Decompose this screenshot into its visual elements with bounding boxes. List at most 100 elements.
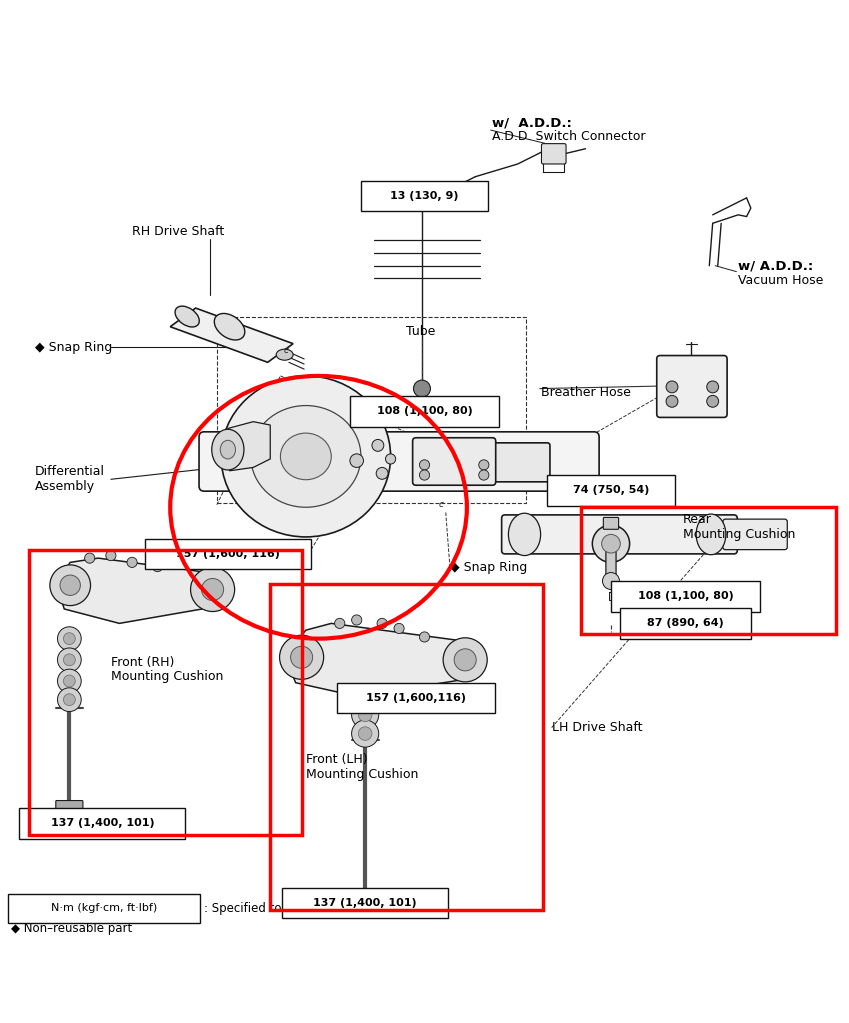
Text: Mounting Cushion: Mounting Cushion xyxy=(111,670,223,683)
FancyBboxPatch shape xyxy=(350,396,499,427)
Circle shape xyxy=(443,637,487,682)
FancyBboxPatch shape xyxy=(351,889,379,900)
Circle shape xyxy=(419,459,430,470)
Text: ◆ Non–reusable part: ◆ Non–reusable part xyxy=(11,922,132,935)
Text: Front (LH): Front (LH) xyxy=(306,753,368,766)
Text: Tube: Tube xyxy=(406,325,435,339)
Circle shape xyxy=(64,694,76,706)
Text: Front (RH): Front (RH) xyxy=(111,656,174,669)
Circle shape xyxy=(58,648,82,672)
Circle shape xyxy=(666,381,678,393)
Text: 87 (890, 64): 87 (890, 64) xyxy=(647,618,724,628)
Circle shape xyxy=(351,615,362,625)
Polygon shape xyxy=(56,559,229,623)
FancyBboxPatch shape xyxy=(486,443,550,482)
Bar xyxy=(29,549,301,836)
FancyBboxPatch shape xyxy=(199,432,599,491)
Text: : Specified torque: : Specified torque xyxy=(204,901,309,915)
Text: Assembly: Assembly xyxy=(35,480,95,492)
Text: Mounting Cushion: Mounting Cushion xyxy=(306,767,419,781)
Polygon shape xyxy=(170,308,293,362)
Circle shape xyxy=(58,687,82,712)
Circle shape xyxy=(279,635,323,679)
Ellipse shape xyxy=(211,430,244,470)
Circle shape xyxy=(706,395,718,407)
FancyBboxPatch shape xyxy=(611,581,760,612)
Ellipse shape xyxy=(220,440,235,459)
Circle shape xyxy=(85,553,95,564)
FancyBboxPatch shape xyxy=(542,143,566,164)
FancyBboxPatch shape xyxy=(145,539,311,569)
Circle shape xyxy=(290,647,312,668)
Circle shape xyxy=(153,562,163,572)
Text: Mounting Cushion: Mounting Cushion xyxy=(683,528,796,541)
FancyBboxPatch shape xyxy=(8,894,200,923)
Circle shape xyxy=(60,575,81,595)
FancyBboxPatch shape xyxy=(722,519,787,549)
Text: c: c xyxy=(439,500,444,509)
Circle shape xyxy=(666,395,678,407)
Circle shape xyxy=(372,440,384,451)
Ellipse shape xyxy=(276,349,293,360)
Circle shape xyxy=(358,708,372,721)
Text: A.D.D. Switch Connector: A.D.D. Switch Connector xyxy=(492,130,646,143)
FancyBboxPatch shape xyxy=(361,181,488,212)
Circle shape xyxy=(190,568,234,612)
Ellipse shape xyxy=(214,313,245,340)
Text: 108 (1,100, 80): 108 (1,100, 80) xyxy=(377,406,472,416)
Circle shape xyxy=(106,550,116,561)
Circle shape xyxy=(413,381,430,397)
Circle shape xyxy=(201,578,223,601)
Circle shape xyxy=(335,618,345,628)
Text: LH Drive Shaft: LH Drive Shaft xyxy=(552,721,642,735)
FancyBboxPatch shape xyxy=(604,518,619,529)
FancyBboxPatch shape xyxy=(282,888,448,919)
Circle shape xyxy=(602,534,621,553)
Circle shape xyxy=(377,618,387,628)
Ellipse shape xyxy=(175,306,200,327)
Circle shape xyxy=(64,675,76,687)
FancyBboxPatch shape xyxy=(547,475,675,505)
FancyBboxPatch shape xyxy=(502,515,737,553)
Circle shape xyxy=(479,470,489,480)
Ellipse shape xyxy=(221,375,391,537)
Polygon shape xyxy=(284,623,480,697)
FancyBboxPatch shape xyxy=(20,808,185,839)
Text: 74 (750, 54): 74 (750, 54) xyxy=(573,485,649,495)
Text: 137 (1,400, 101): 137 (1,400, 101) xyxy=(51,818,155,829)
Circle shape xyxy=(358,726,372,741)
Ellipse shape xyxy=(696,514,726,554)
Circle shape xyxy=(58,627,82,651)
Circle shape xyxy=(127,558,138,568)
Circle shape xyxy=(351,720,379,747)
Text: N·m (kgf·cm, ft·lbf): N·m (kgf·cm, ft·lbf) xyxy=(51,903,157,914)
Text: Breather Hose: Breather Hose xyxy=(542,387,632,399)
Text: Rear: Rear xyxy=(683,514,712,527)
Text: ◆ Snap Ring: ◆ Snap Ring xyxy=(35,341,112,354)
Text: RH Drive Shaft: RH Drive Shaft xyxy=(132,225,224,238)
Bar xyxy=(582,507,835,634)
Text: 13 (130, 9): 13 (130, 9) xyxy=(391,191,458,202)
Ellipse shape xyxy=(509,514,541,555)
Text: Vacuum Hose: Vacuum Hose xyxy=(738,273,824,286)
Text: w/  A.D.D.:: w/ A.D.D.: xyxy=(492,117,572,130)
Text: w/ A.D.D.:: w/ A.D.D.: xyxy=(738,259,813,272)
Circle shape xyxy=(385,454,396,464)
Circle shape xyxy=(419,632,430,642)
Circle shape xyxy=(64,654,76,666)
Circle shape xyxy=(350,454,363,468)
Text: 137 (1,400, 101): 137 (1,400, 101) xyxy=(313,898,417,908)
FancyBboxPatch shape xyxy=(606,544,616,580)
Circle shape xyxy=(706,381,718,393)
Circle shape xyxy=(351,702,379,728)
Text: c: c xyxy=(284,346,289,355)
Text: Differential: Differential xyxy=(35,465,104,478)
Bar xyxy=(270,583,543,909)
Circle shape xyxy=(58,669,82,693)
Circle shape xyxy=(419,470,430,480)
Text: 108 (1,100, 80): 108 (1,100, 80) xyxy=(638,591,734,602)
Circle shape xyxy=(479,459,489,470)
FancyBboxPatch shape xyxy=(657,356,727,417)
Circle shape xyxy=(454,649,476,671)
Polygon shape xyxy=(228,421,270,471)
